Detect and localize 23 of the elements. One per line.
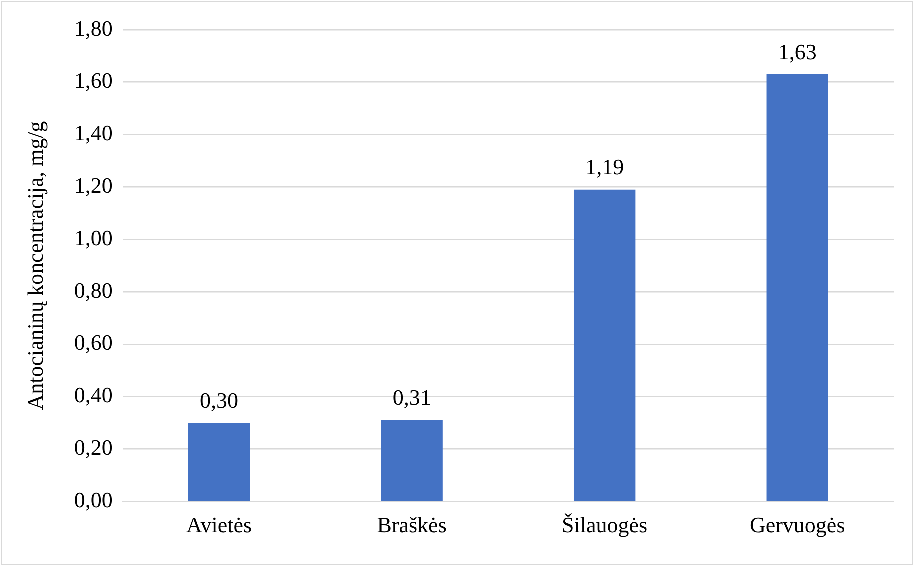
bar bbox=[188, 423, 250, 501]
bar bbox=[381, 420, 443, 501]
y-tick-label: 0,60 bbox=[74, 330, 113, 356]
y-tick-label: 0,80 bbox=[74, 278, 113, 303]
y-tick-label: 0,00 bbox=[74, 487, 113, 512]
y-tick-label: 0,40 bbox=[74, 382, 113, 408]
bar bbox=[766, 74, 828, 501]
data-label: 1,19 bbox=[586, 154, 624, 180]
y-tick-label: 0,20 bbox=[74, 434, 113, 460]
y-tick-label: 1,20 bbox=[74, 172, 113, 198]
y-axis-title: Antocianinų koncentracija, mg/g bbox=[22, 121, 48, 410]
y-tick-label: 1,40 bbox=[74, 120, 113, 146]
data-label: 0,31 bbox=[392, 385, 432, 410]
data-label: 0,30 bbox=[200, 388, 239, 413]
data-label: 1,63 bbox=[778, 39, 817, 64]
y-tick-label: 1,60 bbox=[74, 68, 113, 94]
x-tick-label: Avietės bbox=[186, 512, 252, 538]
x-tick-label: Šilauogės bbox=[562, 512, 648, 538]
y-tick-label: 1,80 bbox=[74, 16, 113, 41]
bar bbox=[574, 190, 636, 501]
x-tick-label: Braškės bbox=[377, 512, 447, 538]
y-tick-label: 1,00 bbox=[74, 225, 113, 250]
x-tick-label: Gervuogės bbox=[750, 512, 846, 538]
